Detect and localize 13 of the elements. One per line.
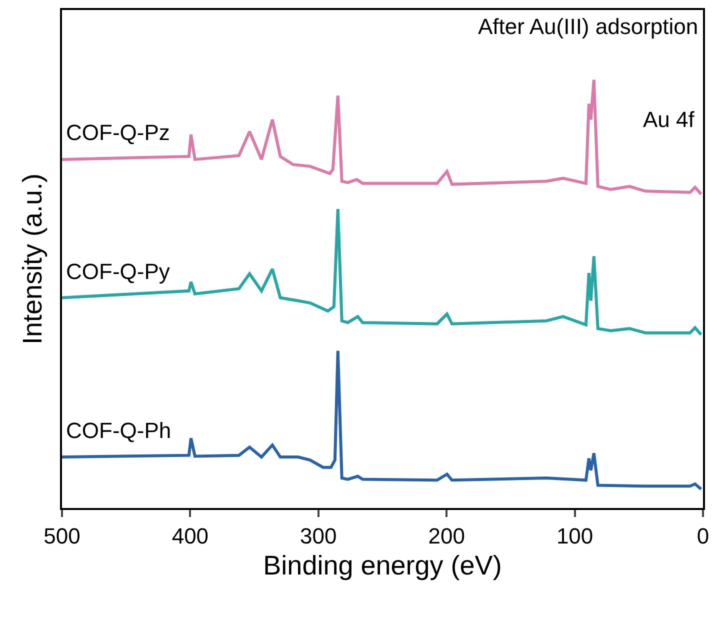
x-tick-label: 300 <box>300 523 337 548</box>
series-label: COF-Q-Pz <box>66 120 170 145</box>
text: After Au(III) adsorption <box>478 14 698 39</box>
series-label: COF-Q-Ph <box>66 418 172 443</box>
x-tick-label: 400 <box>172 523 209 548</box>
annotation: Au 4f <box>643 107 696 132</box>
x-tick-label: 500 <box>44 523 80 548</box>
x-tick-label: 0 <box>696 523 710 548</box>
series-label: COF-Q-Py <box>66 259 170 284</box>
x-tick-label: 200 <box>428 523 465 548</box>
x-axis-title: Binding energy (eV) <box>263 550 502 580</box>
y-axis-title: Intensity (a.u.) <box>18 173 48 345</box>
x-tick-label: 100 <box>556 523 594 548</box>
